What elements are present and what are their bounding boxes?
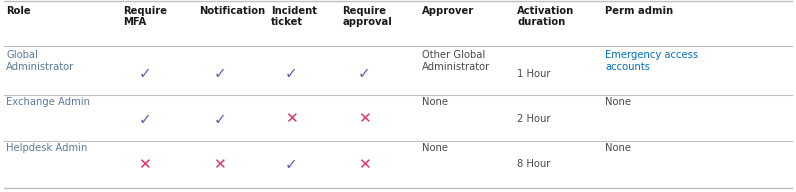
Text: Emergency access
accounts: Emergency access accounts [605,50,698,72]
Text: Notification: Notification [199,6,265,16]
Text: Approver: Approver [422,6,474,16]
Text: None: None [422,97,448,107]
Text: Global
Administrator: Global Administrator [6,50,75,72]
Text: ✓: ✓ [358,66,371,81]
Text: ✕: ✕ [358,157,371,172]
Text: Require
approval: Require approval [342,6,392,27]
Text: 8 Hour: 8 Hour [517,159,551,169]
Text: None: None [605,143,631,153]
Text: ✕: ✕ [285,112,298,127]
Text: Require
MFA: Require MFA [123,6,167,27]
Text: 2 Hour: 2 Hour [517,114,551,124]
Text: ✕: ✕ [358,112,371,127]
Text: Role: Role [6,6,31,16]
Text: ✓: ✓ [213,66,226,81]
Text: None: None [605,97,631,107]
Text: ✓: ✓ [285,157,298,172]
Text: Exchange Admin: Exchange Admin [6,97,91,107]
Text: Incident
ticket: Incident ticket [271,6,317,27]
Text: Other Global
Administrator: Other Global Administrator [422,50,490,72]
Text: 1 Hour: 1 Hour [517,69,551,79]
Text: Activation
duration: Activation duration [517,6,575,27]
Text: ✓: ✓ [139,112,151,127]
Text: ✕: ✕ [139,157,151,172]
Text: ✕: ✕ [213,157,226,172]
Text: ✓: ✓ [213,112,226,127]
Text: ✓: ✓ [139,66,151,81]
Text: Perm admin: Perm admin [605,6,673,16]
Text: ✓: ✓ [285,66,298,81]
Text: Helpdesk Admin: Helpdesk Admin [6,143,88,153]
Text: None: None [422,143,448,153]
